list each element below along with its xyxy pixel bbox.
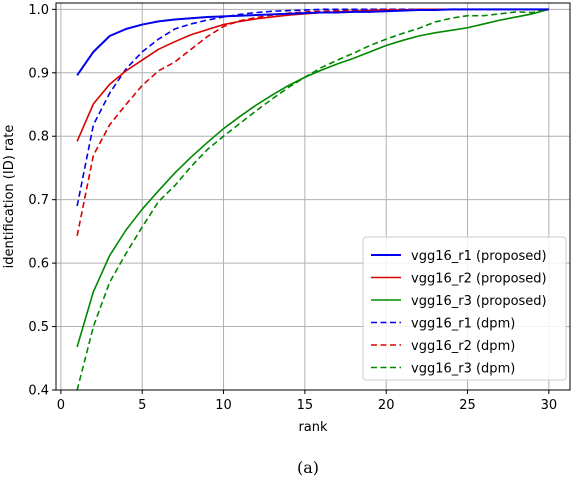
series-line-vgg16-r1-dpm <box>76 8 549 207</box>
axis-ticks: 0 5 10 15 20 25 30 0.4 0.5 0.6 0.7 0.8 0.9 1.0 <box>28 3 557 413</box>
legend-box <box>362 236 567 381</box>
legend-entry: vgg16_r3 (proposed) <box>411 294 547 309</box>
x-axis-label: rank <box>298 420 328 435</box>
series-line-vgg16-r2-proposed <box>76 8 549 142</box>
plot-lines <box>76 8 550 391</box>
series-line-vgg16-r3-proposed <box>76 8 550 348</box>
legend-entry: vgg16_r2 (dpm) <box>411 339 515 354</box>
legend: vgg16_r1 (proposed) vgg16_r2 (proposed) vg… <box>362 236 567 381</box>
x-tick-label: 25 <box>459 398 476 413</box>
plot-frame <box>55 2 571 391</box>
x-tick-label: 30 <box>541 398 558 413</box>
legend-entry: vgg16_r2 (proposed) <box>411 272 547 287</box>
legend-entry: vgg16_r3 (dpm) <box>411 362 515 377</box>
legend-entry: vgg16_r1 (proposed) <box>411 249 547 264</box>
y-axis-label: identification (ID) rate <box>2 125 17 269</box>
y-tick-label: 0.6 <box>28 257 49 272</box>
x-tick-label: 20 <box>378 398 395 413</box>
y-tick-label: 1.0 <box>28 3 49 18</box>
y-tick-label: 0.8 <box>28 130 49 145</box>
series-line-vgg16-r1-proposed <box>76 8 549 76</box>
figure-caption: (a) <box>297 458 319 477</box>
x-tick-label: 0 <box>57 398 65 413</box>
series-line-vgg16-r3-dpm <box>76 8 550 391</box>
x-tick-label: 5 <box>138 398 146 413</box>
legend-entry: vgg16_r1 (dpm) <box>411 317 515 332</box>
y-tick-label: 0.4 <box>28 384 49 399</box>
y-tick-label: 0.5 <box>28 320 49 335</box>
y-tick-label: 0.7 <box>28 193 49 208</box>
y-tick-label: 0.9 <box>28 66 49 81</box>
x-tick-label: 10 <box>215 398 232 413</box>
x-tick-label: 15 <box>297 398 314 413</box>
